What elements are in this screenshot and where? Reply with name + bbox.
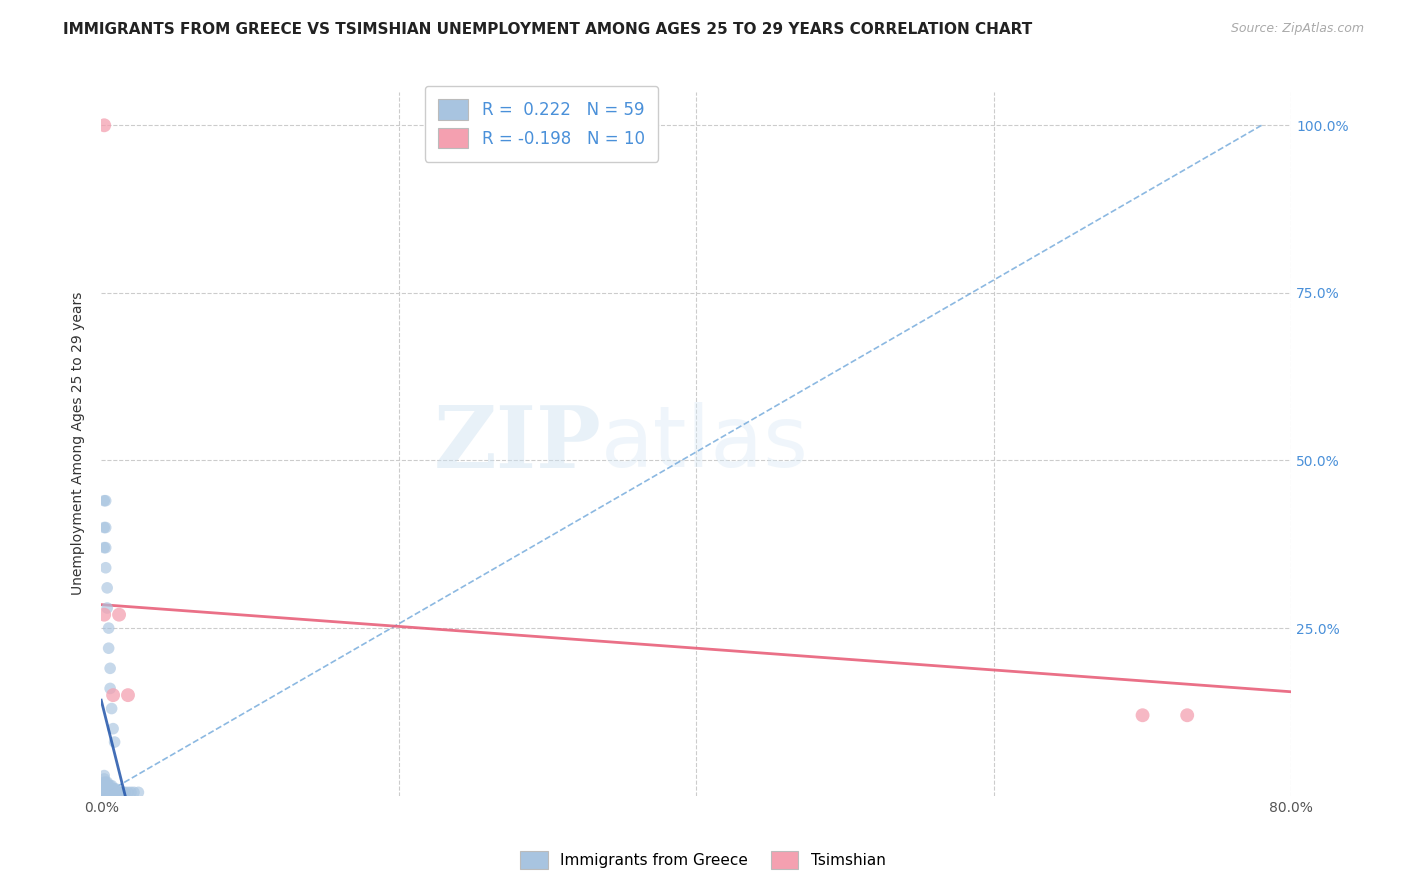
Point (93, 607, 115, 622)
Point (100, 779, 122, 793)
Point (101, 782, 124, 797)
Point (110, 785, 132, 799)
Point (104, 735, 127, 749)
Point (93, 775, 115, 789)
Point (94, 789, 117, 803)
Point (96, 601, 118, 615)
Point (112, 785, 135, 799)
Point (93, 493, 115, 508)
Point (93, 782, 115, 797)
Point (111, 785, 134, 799)
Point (120, 785, 142, 799)
Text: ZIP: ZIP (433, 401, 600, 486)
Point (105, 785, 128, 799)
Point (104, 785, 127, 799)
Point (114, 785, 136, 799)
Point (100, 785, 122, 799)
Point (93, 789, 115, 803)
Point (105, 782, 128, 797)
Point (101, 722, 124, 736)
Point (93, 118, 115, 132)
Point (94, 560, 117, 574)
Point (98, 661, 121, 675)
Point (97, 789, 120, 803)
Point (101, 785, 124, 799)
Text: Source: ZipAtlas.com: Source: ZipAtlas.com (1230, 22, 1364, 36)
Point (101, 688, 124, 702)
Point (108, 785, 131, 799)
Point (117, 688, 139, 702)
Point (108, 607, 131, 622)
Legend: R =  0.222   N = 59, R = -0.198   N = 10: R = 0.222 N = 59, R = -0.198 N = 10 (425, 86, 658, 161)
Point (96, 775, 118, 789)
Point (96, 779, 118, 793)
Text: IMMIGRANTS FROM GREECE VS TSIMSHIAN UNEMPLOYMENT AMONG AGES 25 TO 29 YEARS CORRE: IMMIGRANTS FROM GREECE VS TSIMSHIAN UNEM… (63, 22, 1032, 37)
Point (1132, 708, 1154, 723)
Point (97, 782, 120, 797)
Point (100, 701, 122, 715)
Point (93, 541, 115, 555)
Point (98, 681, 121, 696)
Point (117, 785, 139, 799)
Point (93, 785, 115, 799)
Point (93, 779, 115, 793)
Point (94, 779, 117, 793)
Point (122, 785, 145, 799)
Point (96, 789, 118, 803)
Point (97, 641, 120, 656)
Point (93, 520, 115, 534)
Point (97, 779, 120, 793)
Point (98, 779, 121, 793)
Legend: Immigrants from Greece, Tsimshian: Immigrants from Greece, Tsimshian (515, 845, 891, 875)
Point (104, 782, 127, 797)
Point (96, 782, 118, 797)
Point (97, 785, 120, 799)
Point (93, 768, 115, 782)
Point (94, 785, 117, 799)
Point (100, 782, 122, 797)
Point (94, 520, 117, 534)
Point (94, 782, 117, 797)
Point (94, 493, 117, 508)
Point (1175, 708, 1198, 723)
Point (94, 775, 117, 789)
Point (96, 785, 118, 799)
Y-axis label: Unemployment Among Ages 25 to 29 years: Unemployment Among Ages 25 to 29 years (72, 292, 86, 596)
Point (93, 772, 115, 786)
Point (107, 785, 129, 799)
Point (97, 621, 120, 635)
Point (98, 785, 121, 799)
Point (94, 541, 117, 555)
Point (127, 785, 149, 799)
Point (98, 782, 121, 797)
Point (96, 581, 118, 595)
Text: atlas: atlas (600, 402, 808, 485)
